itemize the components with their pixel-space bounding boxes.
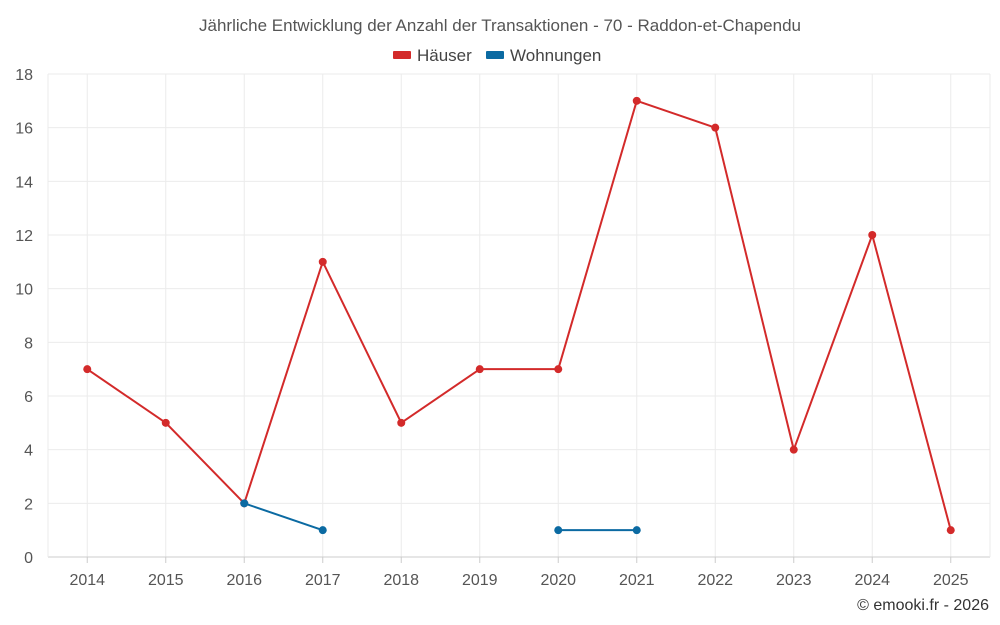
data-point-haeuser[interactable] (83, 365, 92, 374)
y-tick-label: 10 (15, 282, 33, 299)
legend-swatch-wohnungen (486, 51, 504, 59)
x-tick-label: 2017 (305, 572, 341, 589)
data-point-haeuser[interactable] (946, 526, 955, 535)
x-tick-label: 2015 (148, 572, 184, 589)
data-point-haeuser[interactable] (711, 123, 720, 132)
x-tick-label: 2023 (776, 572, 812, 589)
y-tick-label: 4 (24, 443, 33, 460)
data-point-wohnungen[interactable] (554, 526, 563, 535)
data-point-haeuser[interactable] (554, 365, 563, 374)
series-line-wohnungen (243, 502, 324, 532)
grid (48, 73, 990, 557)
y-tick-label: 0 (24, 550, 33, 567)
data-point-wohnungen[interactable] (318, 526, 327, 535)
data-point-haeuser[interactable] (632, 96, 641, 105)
y-tick-label: 8 (24, 335, 33, 352)
y-tick-label: 6 (24, 389, 33, 406)
x-tick-label: 2021 (619, 572, 655, 589)
y-tick-label: 2 (24, 496, 33, 513)
data-point-wohnungen[interactable] (632, 526, 641, 535)
y-tick-label: 14 (15, 174, 33, 191)
data-point-wohnungen[interactable] (240, 499, 249, 508)
data-point-haeuser[interactable] (475, 365, 484, 374)
y-tick-label: 16 (15, 121, 33, 138)
legend-swatch-haeuser (393, 51, 411, 59)
legend-label-wohnungen[interactable]: Wohnungen (510, 46, 601, 65)
x-tick-label: 2025 (933, 572, 969, 589)
y-tick-label: 18 (15, 67, 33, 84)
series-line-haeuser (86, 99, 952, 531)
data-point-haeuser[interactable] (868, 231, 877, 239)
data-point-haeuser[interactable] (318, 257, 327, 266)
y-tick-label: 12 (15, 228, 33, 245)
chart-title: Jährliche Entwicklung der Anzahl der Tra… (199, 16, 801, 35)
data-point-haeuser[interactable] (397, 418, 406, 427)
series (83, 96, 955, 535)
x-tick-label: 2016 (226, 572, 262, 589)
axes: 0 2 4 6 8 10 12 14 16 18 2014 2015 2016 2017 2018 2019 2… (15, 67, 991, 589)
legend: Häuser Wohnungen (393, 46, 601, 65)
x-tick-label: 2019 (462, 572, 498, 589)
data-point-haeuser[interactable] (789, 445, 798, 454)
x-tick-label: 2018 (383, 572, 419, 589)
legend-label-haeuser[interactable]: Häuser (417, 46, 472, 65)
x-tick-label: 2024 (854, 572, 890, 589)
x-tick-label: 2022 (697, 572, 733, 589)
x-tick-label: 2020 (540, 572, 576, 589)
data-point-haeuser[interactable] (161, 418, 170, 427)
credit-text: © emooki.fr - 2026 (857, 597, 989, 614)
x-tick-label: 2014 (69, 572, 105, 589)
